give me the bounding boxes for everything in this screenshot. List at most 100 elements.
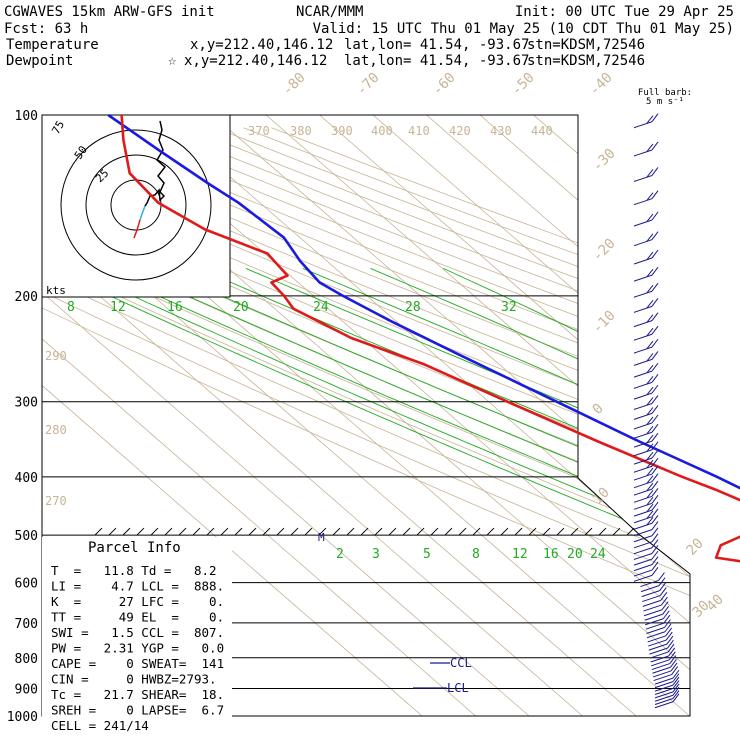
temperature-xy: x,y=212.40,146.12 xyxy=(190,37,333,53)
wind-barbs xyxy=(633,113,680,709)
parcel-info-row: CELL = 241/14 xyxy=(51,718,149,733)
wind-barb xyxy=(654,690,680,706)
wind-barb xyxy=(633,231,659,247)
dry-adiabat-line xyxy=(42,127,690,716)
moist-adiabat-line xyxy=(50,267,690,716)
parcel-info-row: CIN = 0 HWBZ=2793. xyxy=(51,672,217,687)
parcel-info-row: PW = 2.31 YGP = 0.0 xyxy=(51,641,224,656)
lcl-label: LCL xyxy=(447,681,469,695)
dry-adiabat-line xyxy=(42,127,690,716)
wind-barb xyxy=(654,673,680,689)
theta-label: 430 xyxy=(490,124,512,138)
wind-barb xyxy=(648,631,673,647)
isobar-hatch xyxy=(542,527,551,536)
mixing-ratio-label-lower: 24 xyxy=(590,547,606,562)
wind-barb xyxy=(645,610,670,626)
isobar-hatch xyxy=(206,527,215,536)
isobar-hatch xyxy=(458,527,467,536)
mixing-ratio-label-lower: 8 xyxy=(472,547,480,562)
pressure-tick-label: 100 xyxy=(15,109,38,124)
wind-barb xyxy=(633,312,659,328)
isobar-hatch xyxy=(514,527,523,536)
mixing-ratio-label-upper: 24 xyxy=(313,300,329,315)
wind-barb xyxy=(633,113,659,129)
lcl-marker: LCL xyxy=(413,681,469,695)
isobar-hatch xyxy=(360,527,369,536)
isobar-hatch xyxy=(556,527,565,536)
wind-barb xyxy=(633,465,659,481)
dry-adiabat-line xyxy=(271,127,690,716)
dry-adiabat-line xyxy=(42,127,690,716)
wind-barb xyxy=(633,338,659,354)
isotherm-label: 0 xyxy=(590,401,607,418)
isobar-hatch xyxy=(234,527,243,536)
isotherm-line xyxy=(42,115,530,716)
isobar-hatch xyxy=(444,527,453,536)
wind-barb xyxy=(640,572,665,588)
wind-barb xyxy=(633,362,659,378)
temperature-trace xyxy=(107,113,740,490)
isotherm-line xyxy=(42,115,583,716)
dry-adiabat-line xyxy=(159,127,690,716)
wind-barb xyxy=(648,635,674,651)
wind-barb xyxy=(642,587,667,603)
sounding-traces xyxy=(107,113,740,563)
isobar-hatch xyxy=(472,527,481,536)
isobar-hatch xyxy=(94,527,103,536)
theta-label: 270 xyxy=(45,494,67,508)
isotherm-line xyxy=(694,115,740,716)
moist-adiabat-line xyxy=(198,267,690,716)
wind-barb xyxy=(653,666,679,682)
isobar-hatch xyxy=(108,527,117,536)
isobar-hatch xyxy=(318,527,327,536)
mixing-ratio-label-upper: 8 xyxy=(67,300,75,315)
isobar-hatch xyxy=(612,527,621,536)
dewpoint-label: Dewpoint xyxy=(6,53,73,69)
isotherm-line xyxy=(42,115,423,716)
wind-barb xyxy=(652,658,677,674)
ccl-marker: CCL xyxy=(430,656,472,670)
wind-barb xyxy=(633,190,659,206)
wind-barb xyxy=(633,141,659,157)
isotherm-line xyxy=(533,115,690,716)
wind-barb xyxy=(654,683,680,699)
wind-barb xyxy=(633,374,659,389)
isobar-hatch xyxy=(332,527,341,536)
mixing-ratio-label-lower: 2 xyxy=(336,547,344,562)
parcel-info-rows: T = 11.8 Td = 8.2LI = 4.7 LCL = 888.K = … xyxy=(51,563,224,733)
temperature-station: stn=KDSM,72546 xyxy=(527,37,645,53)
isotherm-label: -60 xyxy=(430,70,459,99)
pressure-tick-label: 800 xyxy=(15,652,38,667)
wind-barb xyxy=(633,539,659,555)
dewpoint-xy: x,y=212.40,146.12 xyxy=(184,53,327,69)
wind-barb xyxy=(633,325,659,341)
moist-adiabat-line xyxy=(370,267,690,716)
wind-barb xyxy=(651,651,676,667)
barb-legend-line1: Full barb: xyxy=(638,88,692,98)
isobar-hatch xyxy=(486,527,495,536)
wind-barb xyxy=(654,669,680,685)
hodograph-ring-label: 75 xyxy=(49,119,67,137)
wind-barb xyxy=(633,545,659,560)
dry-adiabat-line xyxy=(42,127,690,716)
valid-time: Valid: 15 UTC Thu 01 May 25 (10 CDT Thu … xyxy=(313,21,734,37)
isotherm-label: -80 xyxy=(280,70,309,99)
hodograph-box xyxy=(41,114,231,298)
pressure-tick-label: 700 xyxy=(15,617,38,632)
init-time: Init: 00 UTC Tue 29 Apr 25 xyxy=(515,4,734,20)
ccl-label: CCL xyxy=(450,656,472,670)
wind-barb xyxy=(633,567,659,582)
isotherm-label: -50 xyxy=(509,70,538,99)
isobar-hatch xyxy=(262,527,271,536)
pressure-tick-label: 400 xyxy=(15,471,38,486)
wind-barb xyxy=(633,556,659,572)
pressure-tick-label: 300 xyxy=(15,396,38,411)
wind-barb xyxy=(644,605,670,621)
wind-barb xyxy=(633,298,659,313)
mixing-ratio-label-lower: 20 xyxy=(567,547,583,562)
parcel-info-title: Parcel Info xyxy=(88,540,181,556)
wind-barb xyxy=(633,533,659,549)
parcel-info-row: K = 27 LFC = 0. xyxy=(51,594,224,609)
